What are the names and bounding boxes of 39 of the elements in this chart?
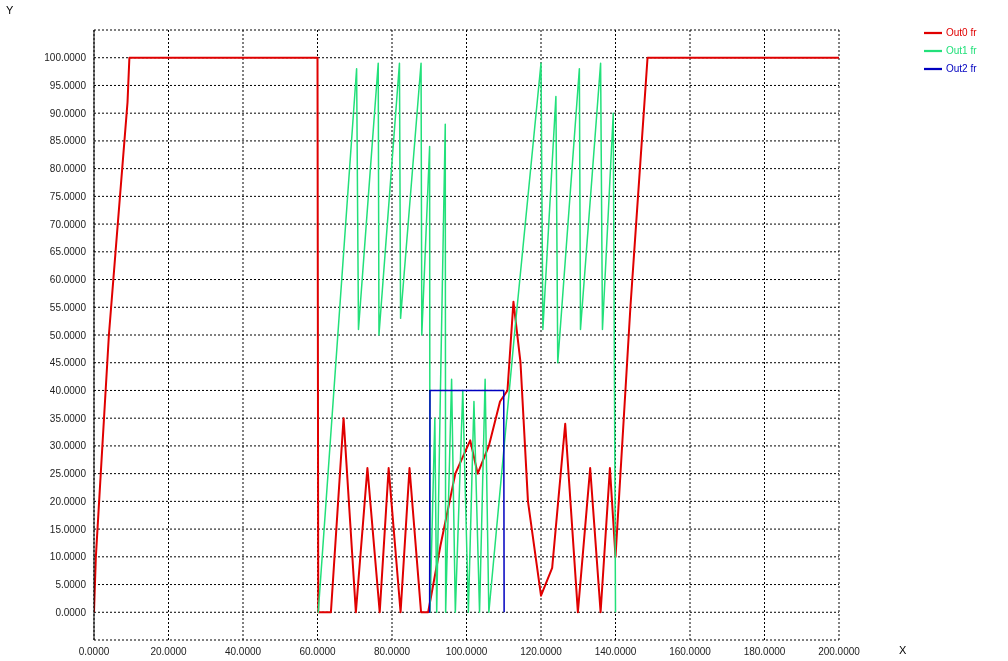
x-tick-label: 160.0000 xyxy=(669,646,712,658)
x-tick-label: 40.0000 xyxy=(224,646,262,658)
legend-label: Out2 fr xyxy=(946,62,977,74)
x-tick-label: 120.0000 xyxy=(520,646,563,658)
y-tick-label: 35.0000 xyxy=(49,412,87,424)
line-series xyxy=(316,62,617,614)
y-tick-label: 30.0000 xyxy=(49,440,87,452)
y-axis-title: Y xyxy=(6,4,14,16)
y-tick-label: 25.0000 xyxy=(49,468,87,480)
x-tick-label: 60.0000 xyxy=(299,646,337,658)
y-tick-label: 55.0000 xyxy=(49,301,87,313)
x-tick-label: 0.0000 xyxy=(78,646,110,658)
y-tick-label: 40.0000 xyxy=(49,385,87,396)
y-tick-label: 5.0000 xyxy=(55,579,87,591)
x-tick-label: 80.0000 xyxy=(373,646,411,658)
y-tick-label: 80.0000 xyxy=(49,163,87,175)
y-tick-label: 15.0000 xyxy=(49,523,87,535)
legend-label: Out1 fr xyxy=(946,44,977,56)
y-tick-label: 10.0000 xyxy=(49,551,87,563)
y-tick-label: 45.0000 xyxy=(49,357,87,369)
y-tick-label: 90.0000 xyxy=(49,107,87,119)
x-tick-label: 100.0000 xyxy=(445,646,488,658)
y-tick-label: 100.0000 xyxy=(44,52,87,64)
y-tick-label: 60.0000 xyxy=(49,274,87,286)
y-tick-label: 0.0000 xyxy=(55,606,87,618)
x-tick-label: 20.0000 xyxy=(150,646,188,658)
y-tick-label: 85.0000 xyxy=(49,135,87,147)
x-axis-title: X xyxy=(899,644,907,657)
x-tick-label: 200.0000 xyxy=(818,646,861,658)
x-tick-label: 140.0000 xyxy=(594,646,637,658)
line-series xyxy=(94,56,839,614)
y-tick-label: 20.0000 xyxy=(49,495,87,507)
y-tick-label: 65.0000 xyxy=(49,246,87,258)
y-tick-label: 50.0000 xyxy=(49,329,87,341)
legend-label: Out0 fr xyxy=(946,26,977,38)
y-tick-label: 95.0000 xyxy=(49,80,87,91)
x-tick-label: 180.0000 xyxy=(743,646,786,658)
y-tick-label: 70.0000 xyxy=(49,218,87,230)
y-tick-label: 75.0000 xyxy=(49,190,87,202)
